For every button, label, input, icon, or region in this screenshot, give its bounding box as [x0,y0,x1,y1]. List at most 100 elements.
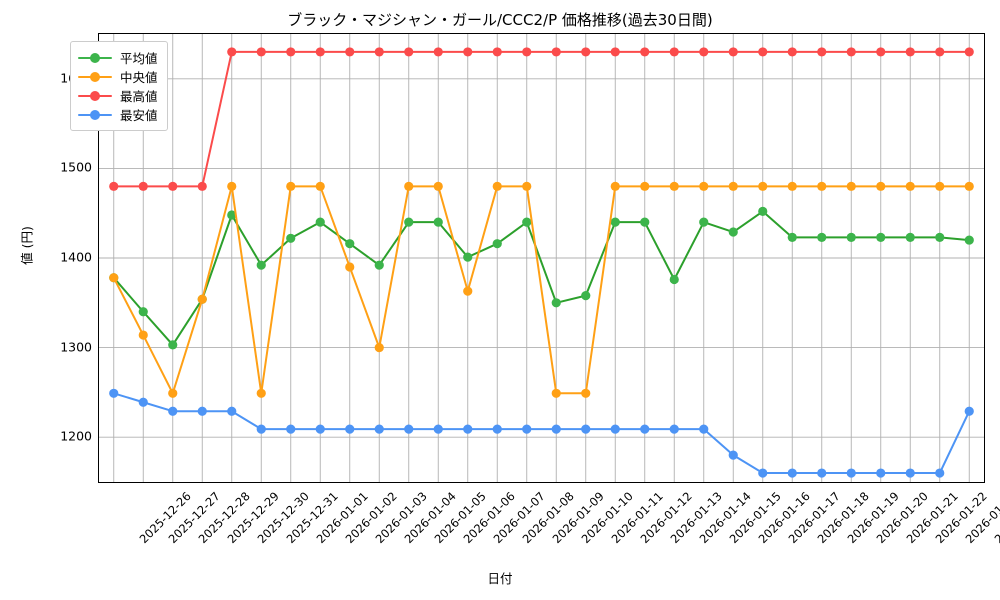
data-point [463,252,473,262]
data-point [787,232,797,242]
data-point [433,217,443,227]
data-point [345,262,355,272]
data-point [227,406,237,416]
chart-legend: 平均値 中央値 最高値最安値 [70,41,168,131]
data-point [404,424,414,434]
legend-item-3: 最高値 [78,86,158,105]
data-point [846,232,856,242]
data-point [463,286,473,296]
series-4 [109,388,974,478]
data-point [374,343,384,353]
legend-item-1: 平均値 [78,48,158,67]
legend-swatch-icon [78,70,112,84]
y-tick-label: 1300 [60,339,92,355]
data-point [728,47,738,57]
data-point [640,424,650,434]
data-point [610,181,620,191]
data-point [492,47,502,57]
data-point [699,424,709,434]
data-point [905,232,915,242]
data-point [964,181,974,191]
data-point [728,450,738,460]
legend-swatch-icon [78,108,112,122]
x-axis-label: 日付 [487,571,513,586]
series-line [112,185,971,395]
data-point [374,47,384,57]
data-point [345,239,355,249]
data-point [787,47,797,57]
data-point [905,181,915,191]
data-point [109,273,119,283]
data-point [905,468,915,478]
data-point [964,406,974,416]
data-point [669,181,679,191]
data-point [699,47,709,57]
data-point [463,424,473,434]
data-point [846,181,856,191]
data-point [876,232,886,242]
data-point [168,181,178,191]
data-point [256,47,266,57]
y-axis-tick-labels: 12001300140015001600 [40,33,92,483]
data-point [345,47,355,57]
data-point [699,181,709,191]
data-point [640,217,650,227]
data-point [551,424,561,434]
data-point [669,424,679,434]
data-point [935,47,945,57]
data-point [433,181,443,191]
data-point [964,235,974,245]
data-point [138,307,148,317]
data-point [581,291,591,301]
data-point [109,388,119,398]
data-point [433,47,443,57]
data-point [197,181,207,191]
series-1 [109,206,974,350]
data-point [522,181,532,191]
legend-label: 最安値 [120,108,158,123]
data-point [640,47,650,57]
data-point [876,468,886,478]
data-point [138,397,148,407]
data-point [522,217,532,227]
legend-item-2: 中央値 [78,67,158,86]
data-point [846,468,856,478]
data-point [876,181,886,191]
data-point [138,330,148,340]
data-point [669,47,679,57]
data-point [256,424,266,434]
data-point [374,260,384,270]
data-point [522,424,532,434]
data-point [846,47,856,57]
data-point [404,181,414,191]
data-point [758,468,768,478]
data-point [758,181,768,191]
series-3 [109,47,974,191]
data-point [610,47,620,57]
y-tick-label: 1400 [60,249,92,265]
data-point [964,47,974,57]
data-point [551,298,561,308]
data-point [315,181,325,191]
data-point [581,388,591,398]
data-point [256,260,266,270]
data-point [227,47,237,57]
data-point [817,181,827,191]
data-point [728,227,738,237]
data-point [551,388,561,398]
legend-swatch-icon [78,89,112,103]
data-point [315,217,325,227]
data-point [758,206,768,217]
data-point [227,181,237,191]
data-point [404,217,414,227]
data-point [758,47,768,57]
series-line [112,50,971,188]
series-line [112,392,971,475]
y-tick-label: 1200 [60,428,92,444]
data-point [669,274,679,285]
data-point [581,47,591,57]
data-point [168,406,178,416]
data-point [138,181,148,191]
data-point [492,181,502,191]
data-point [876,47,886,57]
